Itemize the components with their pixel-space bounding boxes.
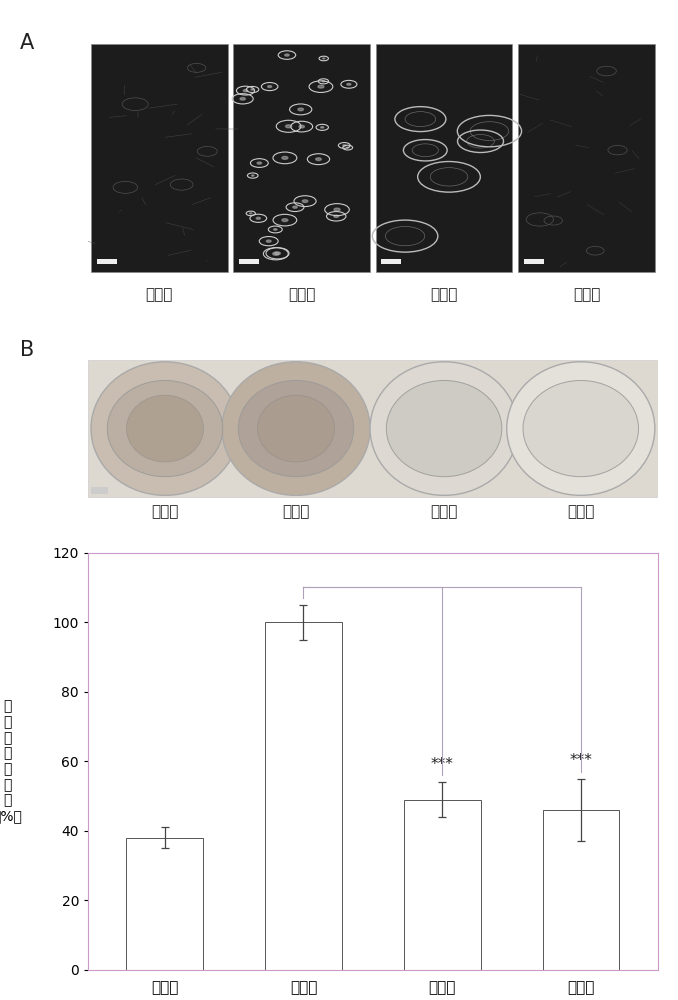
Bar [126, 838, 203, 970]
Circle shape [257, 162, 262, 164]
Circle shape [316, 158, 321, 161]
Ellipse shape [258, 395, 334, 462]
Y-axis label: 三
酸
甘
油
脂
含
量
（%）: 三 酸 甘 油 脂 含 量 （%） [0, 700, 22, 823]
FancyBboxPatch shape [382, 259, 401, 264]
Bar [265, 622, 342, 970]
FancyBboxPatch shape [524, 259, 544, 264]
Circle shape [256, 217, 260, 219]
Circle shape [285, 125, 292, 128]
FancyBboxPatch shape [91, 44, 228, 272]
Circle shape [273, 252, 279, 255]
Circle shape [251, 89, 254, 90]
Text: 第三组: 第三组 [431, 287, 458, 302]
Circle shape [252, 175, 254, 176]
Text: 第二组: 第二组 [282, 505, 310, 520]
Ellipse shape [523, 380, 639, 477]
Circle shape [268, 86, 272, 88]
Circle shape [250, 213, 252, 214]
Circle shape [343, 145, 346, 146]
Circle shape [298, 108, 304, 111]
Circle shape [273, 229, 277, 230]
FancyBboxPatch shape [91, 487, 108, 494]
FancyBboxPatch shape [239, 259, 259, 264]
Text: 第二组: 第二组 [288, 287, 315, 302]
Text: 第四组: 第四组 [567, 505, 595, 520]
Text: 第三组: 第三组 [431, 505, 458, 520]
Circle shape [299, 125, 304, 128]
Circle shape [302, 200, 308, 202]
Circle shape [323, 58, 325, 59]
Ellipse shape [370, 362, 518, 495]
Text: 第四组: 第四组 [573, 287, 600, 302]
Circle shape [321, 127, 324, 128]
Text: 第一组: 第一组 [151, 505, 179, 520]
FancyBboxPatch shape [88, 360, 658, 497]
Ellipse shape [107, 380, 223, 477]
Circle shape [243, 90, 247, 92]
Circle shape [293, 206, 297, 208]
Text: A: A [20, 33, 34, 53]
FancyBboxPatch shape [97, 259, 117, 264]
Circle shape [347, 83, 351, 85]
Circle shape [240, 98, 245, 100]
Circle shape [346, 147, 349, 148]
Circle shape [322, 81, 325, 82]
Circle shape [275, 252, 281, 255]
FancyBboxPatch shape [376, 44, 513, 272]
Text: B: B [20, 340, 34, 360]
Circle shape [334, 215, 338, 217]
Circle shape [282, 156, 288, 159]
Ellipse shape [222, 362, 370, 495]
Ellipse shape [386, 380, 502, 477]
Bar [404, 800, 481, 970]
Ellipse shape [506, 362, 655, 495]
Ellipse shape [238, 380, 354, 477]
Circle shape [334, 208, 340, 211]
Text: ***: *** [431, 757, 454, 772]
Circle shape [282, 219, 288, 222]
Circle shape [318, 85, 324, 88]
FancyBboxPatch shape [233, 44, 370, 272]
Text: ***: *** [570, 753, 593, 768]
Bar [543, 810, 620, 970]
Ellipse shape [91, 362, 239, 495]
Text: 第一组: 第一组 [146, 287, 173, 302]
FancyBboxPatch shape [518, 44, 655, 272]
Circle shape [285, 54, 289, 56]
Ellipse shape [127, 395, 203, 462]
Circle shape [266, 240, 271, 242]
